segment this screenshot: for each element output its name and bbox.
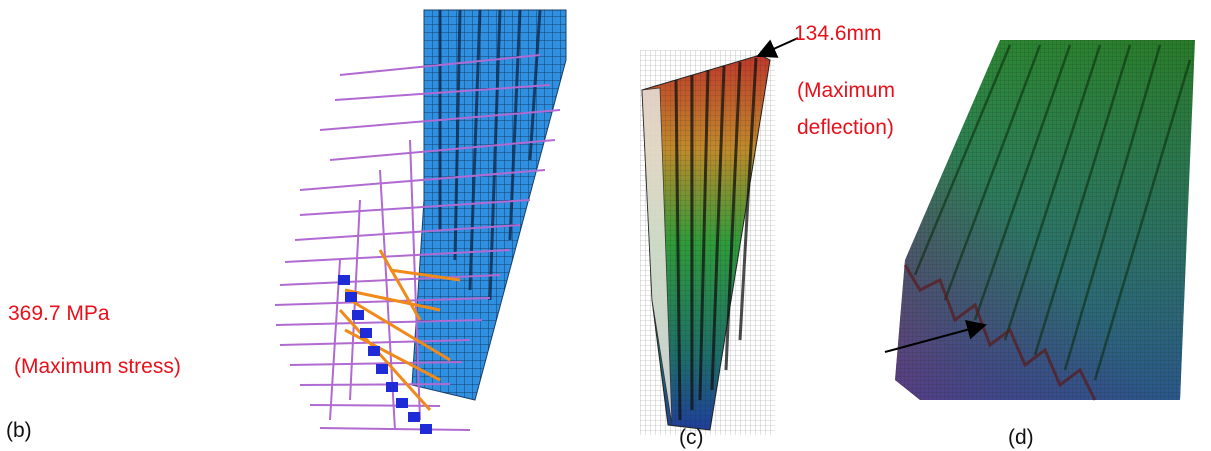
panel-c-side-face (641, 87, 673, 426)
panel-d-max-stress-arrow (884, 320, 987, 353)
max-deflection-value: 134.6mm (794, 22, 882, 45)
panel-label-c: (c) (679, 426, 704, 449)
panel-b-fea-model (274, 9, 567, 434)
panel-d-stress-contour (884, 40, 1195, 401)
panel-c-deflection-contour (640, 37, 799, 435)
panel-b-constraints-orange (338, 249, 461, 412)
max-stress-value: 369.7 MPa (8, 302, 110, 325)
panel-b-constraints-blue (338, 275, 432, 434)
panel-c-corrugations (674, 57, 758, 421)
panel-c-max-deflection-arrow (756, 37, 799, 58)
panel-d-bottom-edge (903, 264, 1097, 401)
panel-label-d: (d) (1008, 426, 1034, 449)
max-stress-caption: (Maximum stress) (14, 355, 181, 378)
max-deflection-caption-line2: deflection) (797, 116, 894, 139)
panel-label-b: (b) (6, 419, 32, 442)
panel-b-mesh-plate (411, 9, 567, 401)
max-deflection-caption-line1: (Maximum (797, 79, 895, 102)
panel-b-load-arrows (274, 54, 561, 431)
panel-d-corrugations (913, 44, 1192, 381)
